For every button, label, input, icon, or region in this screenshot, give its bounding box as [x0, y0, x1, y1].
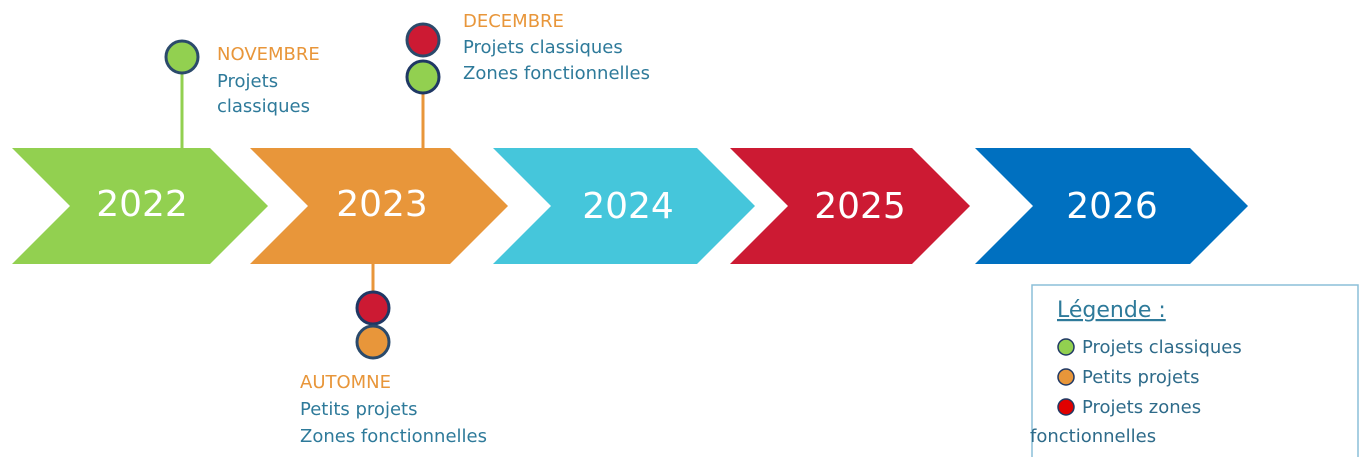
legend-swatch	[1057, 398, 1075, 416]
legend-label: Petits projets	[1082, 367, 1199, 388]
event-title: NOVEMBRE	[217, 44, 320, 65]
marker	[355, 290, 391, 326]
event-text: Zones fonctionnelles	[463, 63, 650, 84]
marker	[405, 22, 441, 58]
legend-swatch	[1057, 368, 1075, 386]
legend-swatch	[1057, 338, 1075, 356]
chevron	[730, 148, 970, 264]
event-text: Petits projets	[300, 399, 417, 420]
chevron	[12, 148, 268, 264]
year-label: 2022	[96, 184, 188, 225]
event-title: AUTOMNE	[300, 372, 391, 393]
chevron	[975, 148, 1248, 264]
chevron	[250, 148, 508, 264]
marker	[164, 39, 200, 75]
event-title: DECEMBRE	[463, 11, 564, 32]
year-label: 2026	[1066, 186, 1158, 227]
event-text: Zones fonctionnelles	[300, 426, 487, 447]
legend-label: fonctionnelles	[1030, 426, 1156, 447]
marker	[355, 324, 391, 360]
year-label: 2024	[582, 186, 674, 227]
event-text: classiques	[217, 96, 310, 117]
year-label: 2023	[336, 184, 428, 225]
event-text: Projets	[217, 71, 278, 92]
legend-title: Légende :	[1057, 298, 1166, 323]
legend-label: Projets classiques	[1082, 337, 1242, 358]
legend-box	[1031, 284, 1359, 457]
marker	[405, 59, 441, 95]
event-text: Projets classiques	[463, 37, 623, 58]
chevron	[493, 148, 755, 264]
year-label: 2025	[814, 186, 906, 227]
legend-label: Projets zones	[1082, 397, 1201, 418]
